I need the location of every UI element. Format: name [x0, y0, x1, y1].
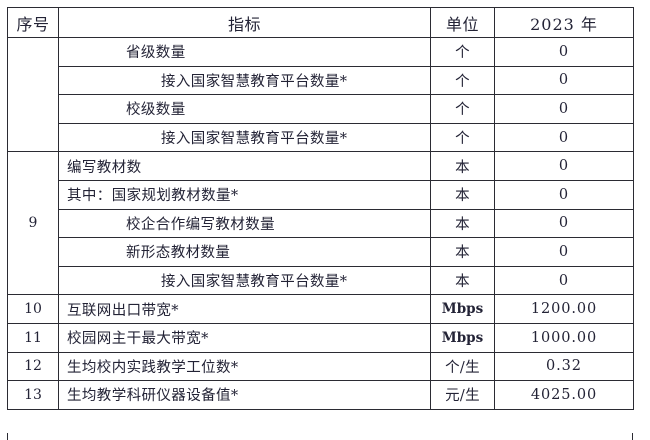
cell-sequence-number: 9 — [7, 151, 59, 296]
cell-indicator-name: 生均校内实践教学工位数* — [58, 351, 431, 382]
cell-sequence-number: 13 — [7, 380, 59, 410]
cell-value-2023: 0 — [494, 265, 634, 296]
cell-indicator-name: 新形态教材数量 — [58, 237, 431, 267]
cell-indicator-name: 省级数量 — [58, 37, 431, 67]
cell-unit: 个 — [430, 122, 495, 153]
column-header-year-2023: 2023 年 — [494, 7, 634, 38]
table-row: 校级数量个 0 — [8, 94, 634, 124]
cell-indicator-name: 校园网主干最大带宽* — [58, 322, 431, 353]
cell-value-2023: 0 — [494, 151, 634, 181]
table-row: 校企合作编写教材数量本 0 — [8, 208, 634, 239]
table-row: 其中：国家规划教材数量* 本 0 — [8, 179, 634, 210]
cell-unit: 个 — [430, 65, 495, 96]
table-row: 11 校园网主干最大带宽* Mbps 1000.00 — [7, 322, 634, 353]
table-row: 新形态教材数量本 0 — [8, 237, 634, 267]
cell-unit: Mbps — [430, 294, 495, 324]
cell-unit: 本 — [430, 208, 495, 239]
cell-unit: 本 — [430, 265, 495, 296]
cell-unit: 个/生 — [430, 351, 495, 382]
cell-value-2023: 0 — [494, 122, 634, 153]
table-row: 13 生均教学科研仪器设备值* 元/生 4025.00 — [7, 380, 634, 410]
cell-value-2023: 0.32 — [494, 351, 634, 382]
cell-indicator-name: 接入国家智慧教育平台数量* — [58, 122, 431, 153]
cell-sequence-number: 11 — [7, 322, 59, 353]
cell-sequence-number: 12 — [7, 351, 59, 382]
cell-value-2023: 0 — [494, 37, 634, 67]
table-row: 接入国家智慧教育平台数量* 个 0 — [8, 122, 634, 153]
cell-unit: 本 — [430, 179, 495, 210]
cell-value-2023: 1200.00 — [494, 294, 634, 324]
table-row: 9 编写教材数本 0 — [7, 151, 634, 296]
table-header-row: 序号 指标 单位 2023 年 — [7, 7, 634, 38]
table-row: 接入国家智慧教育平台数量* 个 0 — [8, 65, 634, 96]
cell-value-2023: 1000.00 — [494, 322, 634, 353]
cell-value-2023: 0 — [494, 208, 634, 239]
cell-indicator-name: 校企合作编写教材数量 — [58, 208, 431, 239]
cell-value-2023: 0 — [494, 94, 634, 124]
column-header-sequence: 序号 — [7, 7, 59, 38]
cell-value-2023: 4025.00 — [494, 380, 634, 410]
cell-sequence-number — [7, 36, 59, 153]
table-row: 接入国家智慧教育平台数量* 本 0 — [8, 265, 634, 296]
table-body: 省级数量个 0 接入国家智慧教育平台数量* 个 0 校级数量个 0 接入国家智慧教育平台数量*… — [7, 36, 634, 410]
cell-value-2023: 0 — [494, 179, 634, 210]
column-header-unit: 单位 — [430, 7, 495, 38]
cell-unit: Mbps — [430, 322, 495, 353]
table-next-row-clipped — [7, 433, 633, 440]
table-row: 12 生均校内实践教学工位数* 个/生 0.32 — [7, 351, 634, 382]
cell-unit: 本 — [430, 237, 495, 267]
column-header-indicator: 指标 — [58, 7, 431, 38]
cell-indicator-name: 互联网出口带宽* — [58, 294, 431, 324]
statistics-table: 序号 指标 单位 2023 年 省级数量个 0 接入国家智慧教育平台数量* 个 0 校级数… — [7, 7, 634, 410]
cell-indicator-name: 其中：国家规划教材数量* — [58, 179, 431, 210]
table-row: 省级数量个 0 — [7, 36, 634, 153]
cell-unit: 元/生 — [430, 380, 495, 410]
cell-value-2023: 0 — [494, 237, 634, 267]
cell-unit: 本 — [430, 151, 495, 181]
cell-indicator-name: 生均教学科研仪器设备值* — [58, 380, 431, 410]
cell-indicator-name: 接入国家智慧教育平台数量* — [58, 265, 431, 296]
cell-unit: 个 — [430, 94, 495, 124]
table-header: 序号 指标 单位 2023 年 — [7, 7, 634, 38]
cell-indicator-name: 接入国家智慧教育平台数量* — [58, 65, 431, 96]
table-row: 10 互联网出口带宽* Mbps 1200.00 — [7, 294, 634, 324]
cell-value-2023: 0 — [494, 65, 634, 96]
cell-unit: 个 — [430, 37, 495, 67]
cell-indicator-name: 编写教材数 — [58, 151, 431, 181]
cell-sequence-number: 10 — [7, 294, 59, 324]
cell-indicator-name: 校级数量 — [58, 94, 431, 124]
